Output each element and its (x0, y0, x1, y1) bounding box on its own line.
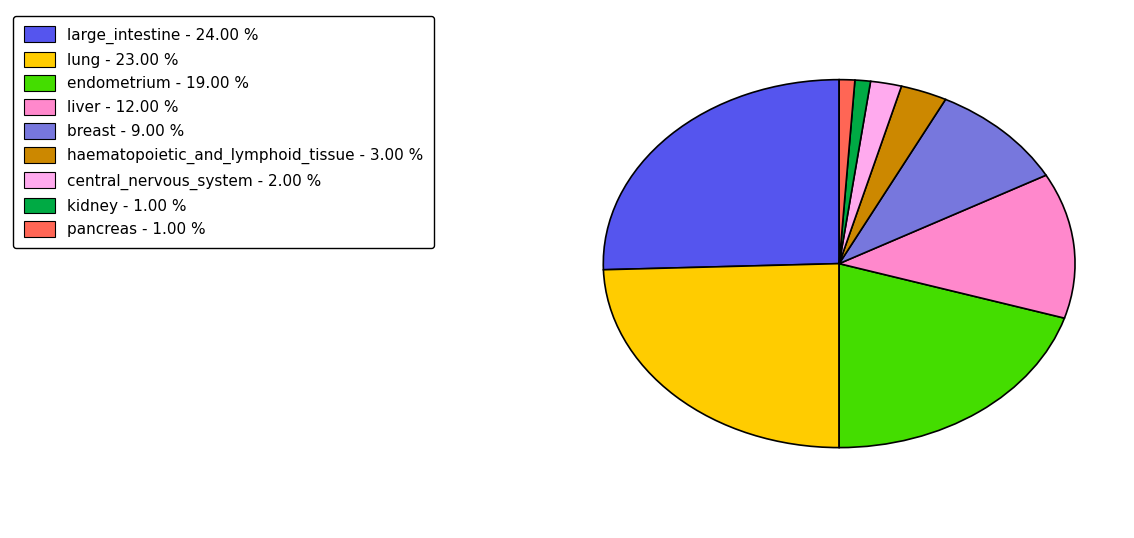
Wedge shape (839, 86, 946, 264)
Wedge shape (839, 100, 1046, 264)
Wedge shape (603, 80, 839, 270)
Wedge shape (839, 80, 855, 264)
Wedge shape (839, 264, 1065, 448)
Wedge shape (839, 80, 871, 264)
Legend: large_intestine - 24.00 %, lung - 23.00 %, endometrium - 19.00 %, liver - 12.00 : large_intestine - 24.00 %, lung - 23.00 … (14, 16, 433, 248)
Wedge shape (839, 81, 902, 264)
Wedge shape (603, 264, 839, 448)
Wedge shape (839, 175, 1075, 318)
